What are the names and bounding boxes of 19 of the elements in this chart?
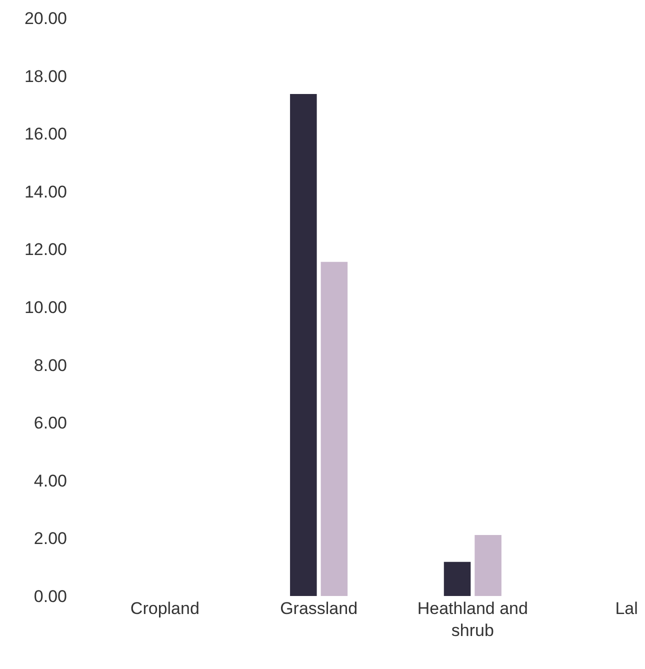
y-tick-label: 16.00 [24,124,67,144]
x-tick-label: Cropland [130,599,200,618]
y-tick-label: 20.00 [24,8,67,28]
y-tick-label: 18.00 [24,66,67,86]
y-tick-label: 14.00 [24,182,67,202]
bar [444,562,471,596]
y-tick-label: 0.00 [34,586,67,606]
y-tick-label: 8.00 [34,356,67,375]
x-tick-label: Grassland [280,599,358,618]
x-tick-label: Heathland and shrub [417,599,528,640]
y-tick-label: 12.00 [24,240,67,260]
bar [290,94,317,596]
y-tick-label: 6.00 [34,414,67,433]
bar [474,535,502,596]
y-tick-label: 4.00 [34,471,67,490]
bar [320,262,348,596]
y-tick-label: 2.00 [34,529,67,548]
y-tick-label: 10.00 [24,298,67,317]
x-tick-label: Lal [615,599,638,618]
